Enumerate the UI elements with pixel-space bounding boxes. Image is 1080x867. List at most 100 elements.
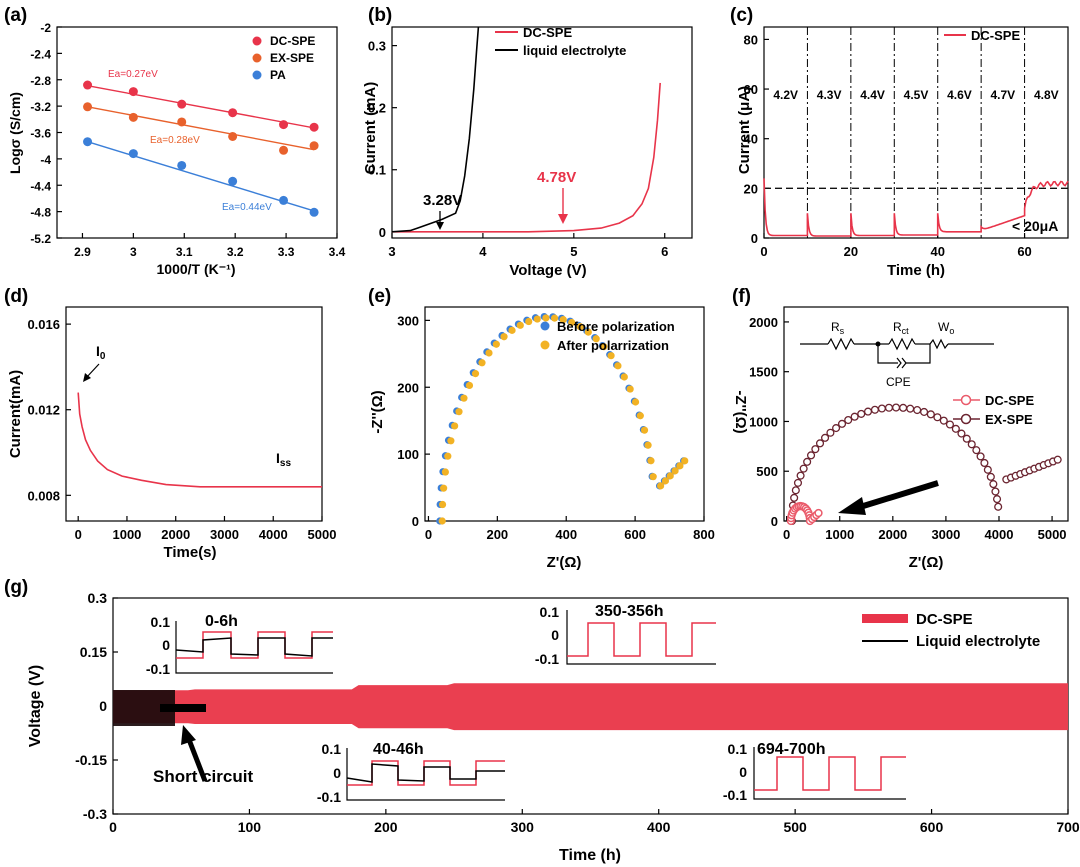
- y-ticks-d: 0.008 0.012 0.016: [27, 317, 71, 503]
- data-point: [614, 362, 622, 370]
- svg-text:0: 0: [333, 765, 341, 781]
- data-point: [279, 120, 289, 130]
- ea-label-ex: Ea=0.28eV: [150, 135, 200, 146]
- legend-marker-ex-f: [960, 413, 972, 425]
- data-point: [676, 462, 684, 470]
- svg-text:-0.1: -0.1: [535, 651, 559, 667]
- x-tick-label: 500: [783, 819, 807, 835]
- legend-label-after: After polarrization: [557, 338, 669, 353]
- y-axis-label-b: Current (mA): [362, 82, 379, 175]
- data-point: [811, 445, 820, 454]
- series-dc-spe-f: [786, 501, 823, 526]
- y-tick-label: 2000: [749, 315, 778, 330]
- x-tick-label: 5000: [1038, 527, 1067, 542]
- y-axis-label-e: -Z''(Ω): [369, 390, 386, 433]
- y-tick-label: 80: [744, 32, 758, 47]
- data-point: [309, 207, 319, 217]
- x-ticks-g: 0 100 200 300 400 500 600 700: [109, 809, 1080, 835]
- x-ticks-e: 0 200 400 600 800: [425, 516, 715, 542]
- step-label: 4.2V: [773, 88, 798, 102]
- data-point: [492, 340, 500, 348]
- x-tick-label: 200: [374, 819, 398, 835]
- data-point: [438, 500, 447, 509]
- data-point: [279, 195, 289, 205]
- data-point: [980, 458, 989, 468]
- data-point: [228, 108, 238, 118]
- data-point: [657, 482, 665, 490]
- legend-c: DC-SPE: [944, 28, 1020, 43]
- line-dc-spe-b: [392, 82, 661, 233]
- legend-label-liquid-b: liquid electrolyte: [523, 43, 626, 58]
- data-point: [533, 315, 541, 323]
- x-tick-label: 0: [109, 819, 117, 835]
- data-point: [626, 385, 634, 393]
- series-dc-spe-g: [113, 683, 1068, 731]
- y-tick-label: -3.6: [30, 127, 51, 141]
- data-point: [600, 343, 608, 351]
- data-point: [447, 437, 455, 445]
- data-point: [945, 420, 954, 429]
- data-point: [550, 314, 559, 322]
- data-point: [279, 145, 289, 155]
- y-ticks-g: 0.3 0.15 0 -0.15 -0.3: [75, 590, 118, 822]
- legend-label-dc-f: DC-SPE: [985, 393, 1034, 408]
- x-axis-label-g: Time (h): [559, 847, 621, 864]
- data-point: [671, 467, 679, 475]
- data-point: [857, 409, 866, 418]
- data-point: [607, 352, 615, 360]
- x-ticks-c: 0 20 40 60: [760, 233, 1032, 259]
- legend-label-liquid-g: Liquid electrolyte: [916, 633, 1040, 650]
- data-point: [661, 477, 670, 485]
- data-point: [986, 472, 995, 481]
- data-point: [796, 471, 805, 480]
- legend-marker-pa: [252, 70, 262, 80]
- x-ticks-b: 3 4 5 6: [388, 233, 668, 259]
- y-tick-label: -4.4: [30, 179, 51, 193]
- data-point: [877, 404, 886, 413]
- data-point: [870, 405, 879, 414]
- x-tick-label: 3.3: [278, 245, 295, 259]
- data-point: [957, 429, 966, 438]
- data-point: [989, 480, 998, 489]
- annotation-3v28-text: 3.28V: [423, 192, 462, 209]
- panel-label-b: (b): [368, 5, 392, 26]
- y-tick-label: -2: [40, 21, 51, 35]
- fit-line: [87, 141, 315, 212]
- x-axis-label-e: Z'(Ω): [547, 554, 582, 571]
- x-tick-label: 200: [486, 527, 508, 542]
- data-point: [478, 359, 486, 367]
- data-point: [440, 484, 448, 492]
- data-point: [681, 457, 689, 465]
- arrow-f: [838, 480, 939, 515]
- x-tick-label: 5000: [308, 527, 337, 542]
- inset-40-46h: 40-46h 0.1 0 -0.1: [317, 741, 505, 805]
- band-dc-spe-g: [113, 683, 1068, 731]
- svg-text:0.1: 0.1: [151, 614, 171, 630]
- inset-0-6h: 0-6h 0.1 0 -0.1: [146, 613, 333, 677]
- data-point: [793, 478, 803, 487]
- svg-text:0.1: 0.1: [540, 604, 560, 620]
- panel-label-e: (e): [368, 286, 391, 307]
- legend-label-dc-b: DC-SPE: [523, 25, 572, 40]
- data-point: [844, 415, 853, 425]
- panel-g: (g) 0.3 0.15 0 -0.15 -0.3 0 100 200 300 400 500 60…: [4, 577, 1080, 864]
- y-ticks-f: 0 500 1000 1500 2000: [749, 315, 789, 529]
- threshold-label-c: < 20μA: [1012, 218, 1058, 234]
- plot-frame-b: [391, 26, 693, 239]
- ea-label-pa: Ea=0.44eV: [222, 202, 272, 213]
- panel-label-d: (d): [4, 286, 28, 307]
- line-liquid-b: [391, 26, 480, 233]
- plot-frame-d: [65, 306, 323, 522]
- svg-text:0.1: 0.1: [728, 741, 748, 757]
- x-tick-label: 3000: [210, 527, 239, 542]
- data-point: [228, 176, 238, 186]
- data-point: [83, 137, 93, 147]
- inset-label-694-700h: 694-700h: [757, 741, 826, 758]
- legend-marker-after: [540, 340, 550, 350]
- legend-b: DC-SPE liquid electrolyte: [495, 25, 626, 58]
- data-point: [444, 452, 452, 460]
- series-after-e: [438, 314, 689, 525]
- annotation-short-circuit: Short circuit: [153, 767, 253, 786]
- label-i0: I0: [83, 343, 106, 382]
